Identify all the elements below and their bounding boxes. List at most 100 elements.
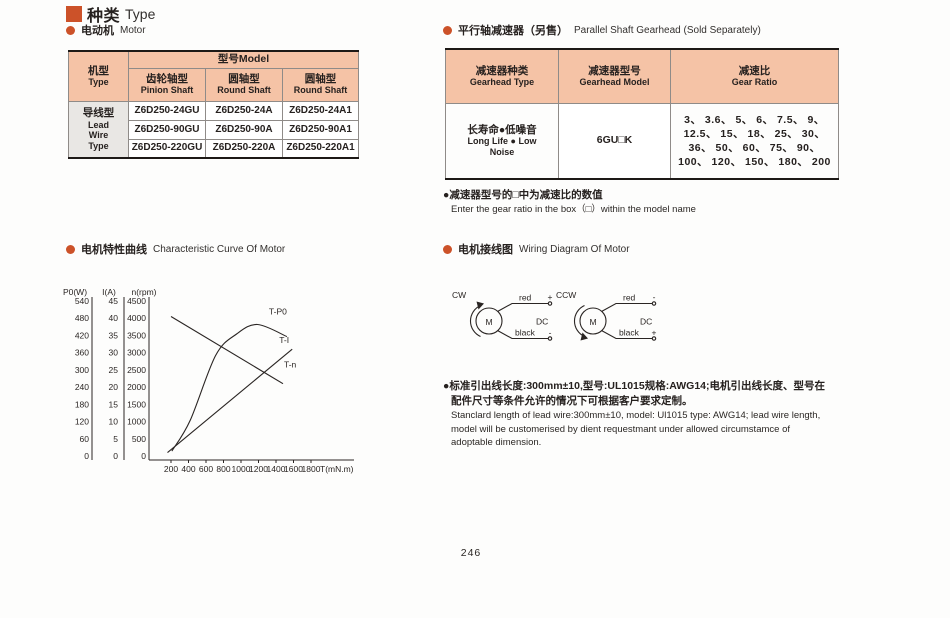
title-square-icon xyxy=(66,6,82,22)
page-title-en: Type xyxy=(125,6,156,22)
rotation-arrow-icon xyxy=(573,304,585,338)
gearhead-type-header: 减速器种类 Gearhead Type xyxy=(445,48,559,104)
axis-tick-label: 360 xyxy=(75,348,89,358)
table-row: Z6D250-220GU Z6D250-220A Z6D250-220A1 xyxy=(69,138,360,159)
axis-tick-label: 0 xyxy=(141,451,146,461)
wiring-heading-en: Wiring Diagram Of Motor xyxy=(519,243,630,255)
x-tick-label: 1600 xyxy=(284,464,303,474)
x-tick-label: 600 xyxy=(199,464,213,474)
axis-tick-label: 0 xyxy=(84,451,89,461)
axis-tick-label: 40 xyxy=(109,313,119,323)
axis-tick-label: 4000 xyxy=(127,313,146,323)
axis-tick-label: 45 xyxy=(109,296,119,306)
model-cell: Z6D250-90GU xyxy=(128,119,206,140)
wire-top xyxy=(497,302,548,312)
terminal-icon xyxy=(651,336,657,341)
wire-color-label: red xyxy=(623,293,636,303)
wiring-note-en-1: Stanclard length of lead wire:300mm±10, … xyxy=(451,410,821,421)
gearhead-table: 减速器种类 Gearhead Type 减速器型号 Gearhead Model… xyxy=(445,48,839,180)
wire-color-label: black xyxy=(619,328,640,338)
curve-t-n xyxy=(170,316,284,385)
curve-heading-en: Characteristic Curve Of Motor xyxy=(153,243,286,255)
polarity-label: + xyxy=(652,328,657,338)
motor-label: M xyxy=(589,317,596,327)
terminal-icon xyxy=(547,336,553,341)
axis-tick-label: 10 xyxy=(109,417,119,427)
axis-tick-label: 120 xyxy=(75,417,89,427)
table-row: 长寿命●低噪音 Long Life ● Low Noise 6GU□K 3、 3… xyxy=(445,102,839,180)
wiring-note-zh-2: 配件尺寸等条件允许的情况下可根据客户要求定制。 xyxy=(451,395,693,407)
axis-tick-label: 500 xyxy=(132,434,146,444)
curve-label: T-P0 xyxy=(269,307,287,317)
section-bullet-icon xyxy=(443,244,452,254)
x-tick-label: 1200 xyxy=(249,464,268,474)
model-cell: Z6D250-220GU xyxy=(128,138,206,159)
page-number: 246 xyxy=(460,547,482,559)
axis-tick-label: 2000 xyxy=(127,382,146,392)
supply-label: DC xyxy=(536,317,548,327)
curve-label: T-I xyxy=(279,335,289,345)
wire-bottom xyxy=(601,330,652,340)
x-tick-label: 800 xyxy=(216,464,230,474)
x-tick-label: 1800 xyxy=(302,464,321,474)
wiring-note-en-2: model will be customerised by dient requ… xyxy=(451,423,790,435)
gear-ratio-header: 减速比 Gear Ratio xyxy=(670,48,839,104)
row-group-lead-wire-type: 导线型 Lead Wire Type xyxy=(68,100,129,159)
rotation-direction-label: CCW xyxy=(556,290,576,300)
axis-title: I(A) xyxy=(102,287,116,297)
gear-ratio-cell: 3、 3.6、 5、 6、 7.5、 9、 12.5、 15、 18、 25、 … xyxy=(670,102,839,180)
characteristic-curve-chart: P0(W)060120180240300360420480540I(A)0510… xyxy=(63,287,354,474)
model-cell: Z6D250-24A xyxy=(205,100,283,121)
gearhead-note: ●减速器型号的□中为减速比的数值 Enter the gear ratio in… xyxy=(443,188,696,217)
col-header-round-shaft-2: 圆轴型 Round Shaft xyxy=(281,67,360,102)
model-cell: Z6D250-220A xyxy=(205,138,283,159)
axis-tick-label: 60 xyxy=(80,434,90,444)
section-bullet-icon xyxy=(66,244,75,254)
x-tick-label: 1000 xyxy=(232,464,251,474)
curve-t-i xyxy=(167,348,293,454)
wire-bottom xyxy=(497,330,548,340)
motor-heading-en: Motor xyxy=(120,24,146,36)
axis-tick-label: 240 xyxy=(75,382,89,392)
motor-circle-icon xyxy=(579,307,607,335)
gearhead-note-zh: ●减速器型号的□中为减速比的数值 xyxy=(443,189,603,201)
axis-tick-label: 3000 xyxy=(127,348,146,358)
rotation-arrowhead-icon xyxy=(476,301,484,310)
axis-tick-label: 4500 xyxy=(127,296,146,306)
wiring-note-en-3: adoptable dimension. xyxy=(451,437,542,448)
axis-tick-label: 25 xyxy=(109,365,119,375)
model-header: 型号Model xyxy=(127,50,360,69)
axis-title: P0(W) xyxy=(63,287,87,297)
polarity-label: - xyxy=(549,328,552,338)
x-tick-label: 200 xyxy=(164,464,178,474)
table-row: 导线型 Lead Wire Type Z6D250-24GU Z6D250-24… xyxy=(68,100,360,159)
motor-circle-icon xyxy=(475,307,503,335)
wiring-section-heading: 电机接线图 Wiring Diagram Of Motor xyxy=(443,243,630,256)
col-header-pinion-shaft: 齿轮轴型 Pinion Shaft xyxy=(128,67,206,102)
axis-tick-label: 2500 xyxy=(127,365,146,375)
gearhead-note-en: Enter the gear ratio in the box（□）within… xyxy=(451,204,696,215)
model-cell: Z6D250-24GU xyxy=(128,100,206,121)
rotation-direction-label: CW xyxy=(452,290,466,300)
axis-tick-label: 3500 xyxy=(127,330,146,340)
axis-tick-label: 15 xyxy=(109,399,119,409)
page-title: 种类 Type xyxy=(66,2,155,26)
axis-tick-label: 1500 xyxy=(127,399,146,409)
wiring-heading-zh: 电机接线图 xyxy=(458,244,513,256)
curve-t-p0 xyxy=(171,323,288,452)
gearhead-type-cell: 长寿命●低噪音 Long Life ● Low Noise xyxy=(445,102,559,180)
page-title-zh: 种类 xyxy=(87,8,121,25)
gearhead-heading-en: Parallel Shaft Gearhead (Sold Separately… xyxy=(574,24,761,36)
x-axis-title: T(mN.m) xyxy=(320,464,354,474)
axis-tick-label: 20 xyxy=(109,382,119,392)
wire-color-label: black xyxy=(515,328,536,338)
axis-tick-label: 420 xyxy=(75,330,89,340)
axis-tick-label: 540 xyxy=(75,296,89,306)
axis-title: n(rpm) xyxy=(131,287,156,297)
axis-tick-label: 5 xyxy=(113,434,118,444)
axis-tick-label: 300 xyxy=(75,365,89,375)
terminal-icon xyxy=(547,301,553,306)
